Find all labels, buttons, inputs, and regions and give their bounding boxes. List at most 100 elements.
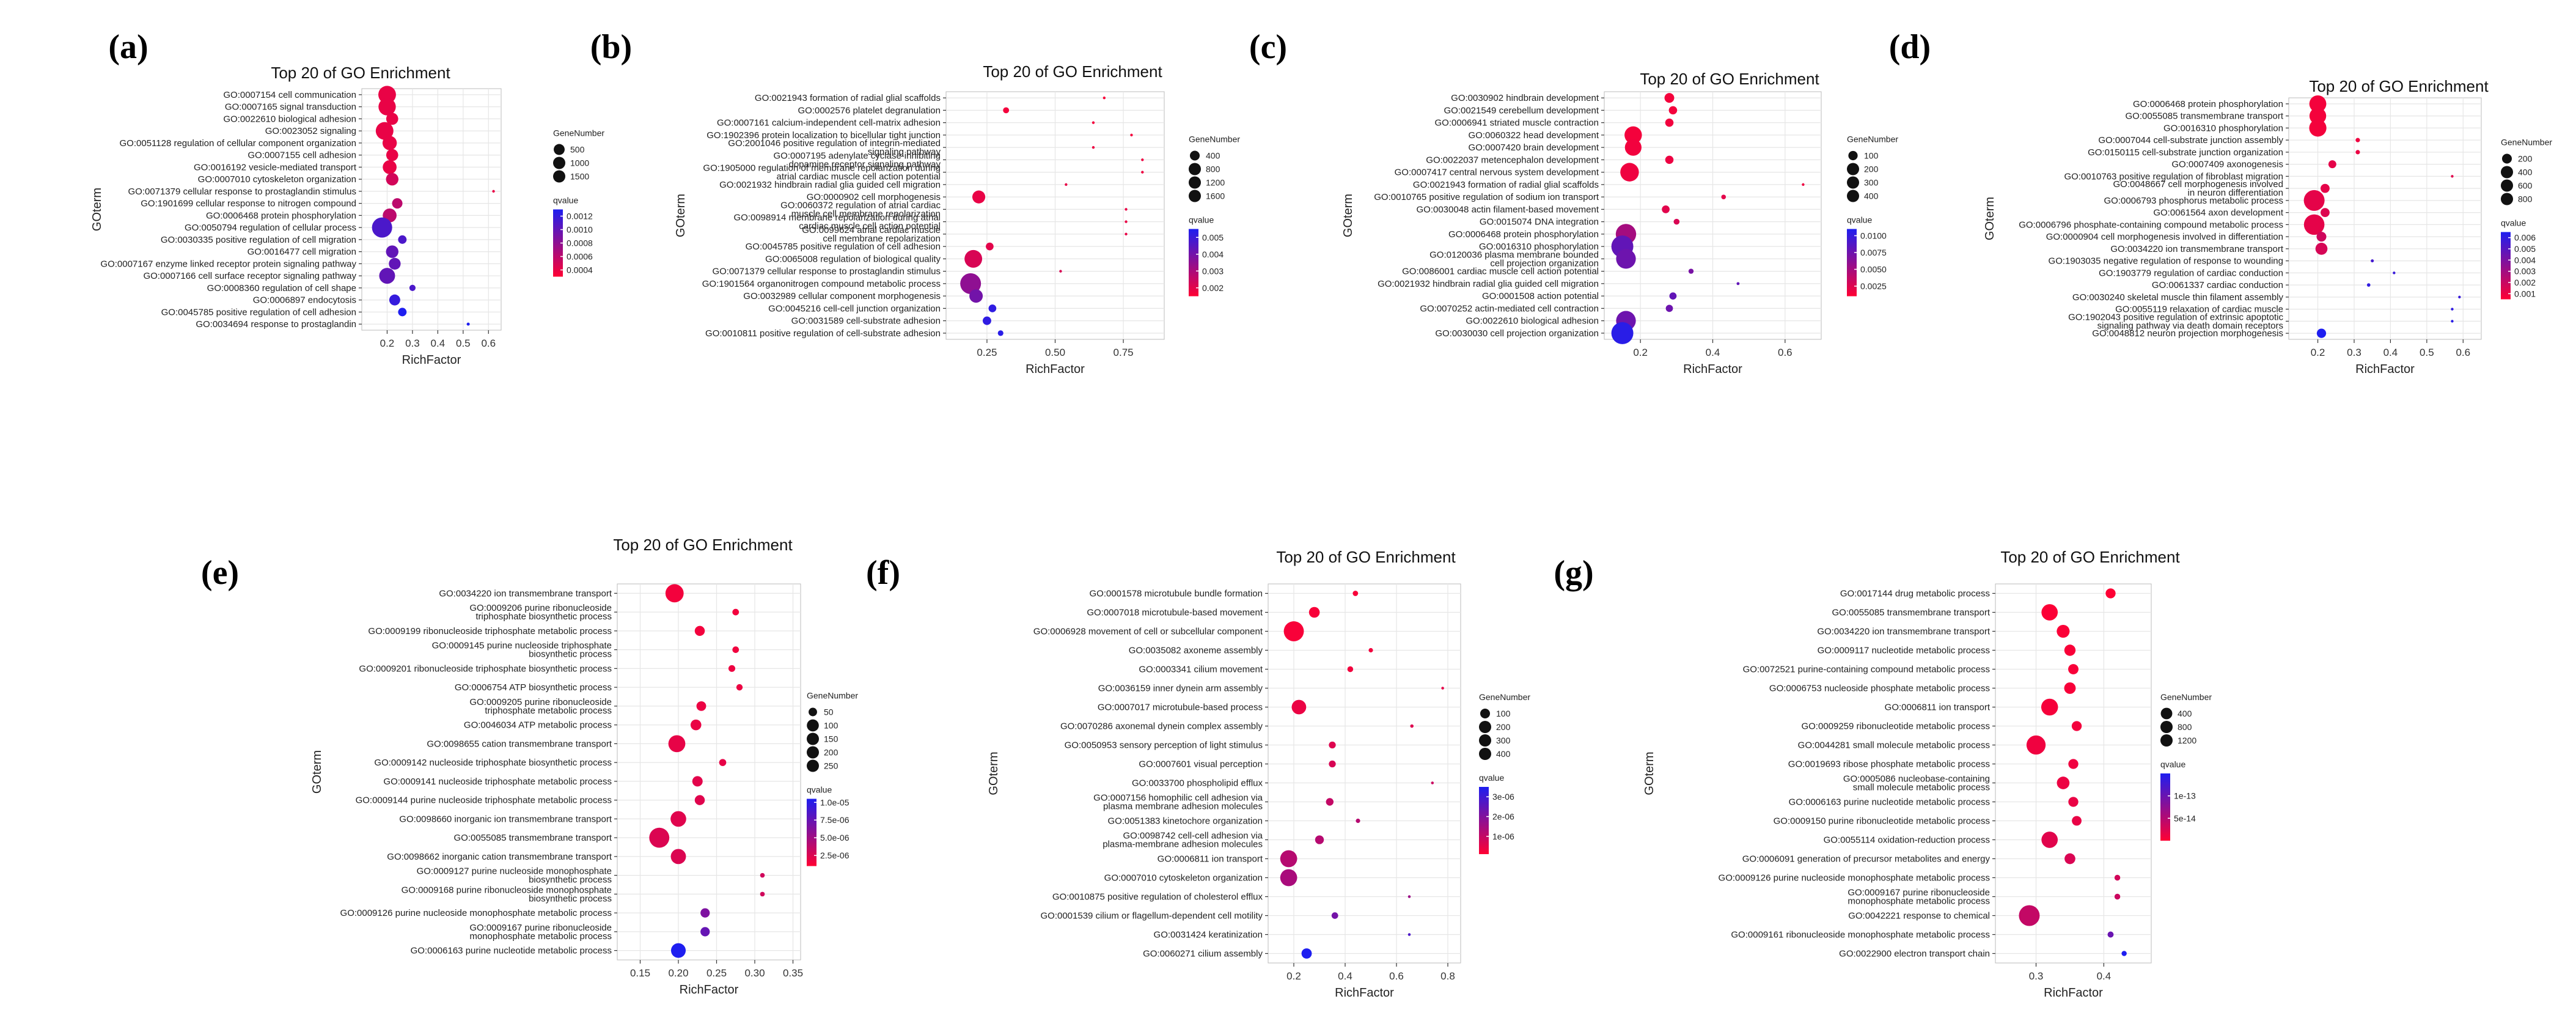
color-legend-bar bbox=[807, 799, 816, 866]
y-term-label: GO:0030048 actin filament-based movement bbox=[1417, 204, 1599, 215]
color-legend-label: 7.5e-06 bbox=[820, 815, 849, 825]
x-tick-label: 0.6 bbox=[2456, 347, 2470, 358]
y-term-label: GO:0006941 striated muscle contraction bbox=[1435, 118, 1599, 128]
x-tick-label: 0.75 bbox=[1114, 347, 1134, 358]
y-term-label: GO:0006793 phosphorus metabolic process bbox=[2104, 196, 2283, 206]
y-term-label: GO:0150115 cell-substrate junction organ… bbox=[2088, 147, 2283, 158]
color-legend-label: 0.006 bbox=[2514, 233, 2536, 243]
data-point bbox=[2451, 175, 2454, 178]
data-point bbox=[2041, 832, 2058, 848]
data-point bbox=[2321, 183, 2330, 193]
data-point bbox=[694, 795, 705, 805]
data-point bbox=[1003, 107, 1010, 114]
y-term-label: GO:0006897 endocytosis bbox=[253, 295, 356, 306]
data-point bbox=[1092, 146, 1095, 149]
data-point bbox=[964, 249, 983, 268]
size-legend-dot bbox=[2160, 734, 2173, 747]
y-term-label: GO:0007409 axonogenesis bbox=[2171, 160, 2283, 170]
y-term-label: GO:0016310 phosphorylation bbox=[1479, 242, 1599, 252]
y-term-label: in neuron differentiation bbox=[2187, 188, 2283, 198]
y-term-label: GO:0045785 positive regulation of cell a… bbox=[746, 242, 941, 252]
y-term-label: GO:0006468 protein phosphorylation bbox=[2133, 99, 2283, 109]
data-point bbox=[1721, 194, 1727, 199]
color-legend-label: 0.004 bbox=[2514, 255, 2536, 265]
y-axis-label: GOterm bbox=[90, 188, 104, 231]
data-point bbox=[492, 190, 495, 193]
y-term-label: GO:0051383 kinetochore organization bbox=[1107, 816, 1263, 827]
data-point bbox=[1407, 933, 1411, 936]
y-term-label: GO:0009127 purine nucleoside monophospha… bbox=[417, 866, 612, 877]
y-term-label: GO:0007017 microtubule-based process bbox=[1098, 703, 1263, 713]
data-point bbox=[386, 245, 398, 258]
y-term-label: GO:1903779 regulation of cardiac conduct… bbox=[2099, 268, 2283, 278]
y-term-label: cell membrane repolarization bbox=[823, 234, 941, 244]
y-term-label: GO:0098742 cell-cell adhesion via bbox=[1123, 831, 1263, 841]
y-term-label: GO:0021943 formation of radial glial sca… bbox=[1413, 180, 1599, 190]
data-point bbox=[2121, 951, 2127, 956]
y-term-label: plasma membrane adhesion molecules bbox=[1103, 802, 1263, 812]
y-term-label: plasma-membrane adhesion molecules bbox=[1103, 839, 1263, 850]
y-term-label: GO:0010763 positive regulation of fibrob… bbox=[2064, 171, 2283, 182]
x-tick-label: 0.6 bbox=[1778, 347, 1793, 358]
data-point bbox=[383, 160, 397, 174]
y-term-label: GO:0010811 positive regulation of cell-s… bbox=[705, 328, 941, 339]
y-term-label: GO:0050794 regulation of cellular proces… bbox=[185, 223, 356, 233]
x-tick-label: 0.4 bbox=[1338, 970, 1352, 982]
data-point bbox=[2309, 119, 2327, 137]
y-term-label: GO:0071379 cellular response to prostagl… bbox=[712, 267, 941, 277]
y-term-label: GO:0060322 head development bbox=[1469, 130, 1599, 141]
size-legend-dot bbox=[553, 157, 565, 169]
color-legend-bar bbox=[2501, 232, 2511, 300]
y-term-label: GO:0016192 vesicle-mediated transport bbox=[194, 162, 357, 172]
size-legend-label: 100 bbox=[824, 721, 838, 731]
data-point bbox=[2026, 735, 2046, 755]
color-legend-title: qvalue bbox=[1479, 773, 1504, 783]
panel-label: (b) bbox=[590, 28, 632, 66]
color-legend-label: 0.005 bbox=[2514, 244, 2536, 254]
color-legend-label: 3e-06 bbox=[1492, 792, 1514, 802]
x-tick-label: 0.4 bbox=[2097, 970, 2112, 982]
y-term-label: GO:0055119 relaxation of cardiac muscle bbox=[2115, 304, 2283, 315]
y-term-label: GO:0009144 purine nucleoside triphosphat… bbox=[356, 795, 612, 806]
data-point bbox=[2105, 588, 2116, 599]
data-point bbox=[375, 122, 394, 140]
size-legend-label: 500 bbox=[570, 145, 585, 155]
y-term-label: GO:0046034 ATP metabolic process bbox=[464, 720, 612, 731]
y-term-label: muscle cell membrane repolarization bbox=[791, 208, 941, 219]
data-point bbox=[1329, 760, 1336, 768]
x-tick-label: 0.2 bbox=[1286, 970, 1301, 982]
data-point bbox=[1141, 158, 1144, 161]
y-term-label: GO:0006753 nucleoside phosphate metaboli… bbox=[1769, 684, 1990, 694]
data-point bbox=[2316, 328, 2327, 338]
x-axis-label: RichFactor bbox=[680, 983, 739, 997]
data-point bbox=[1125, 208, 1128, 211]
x-tick-label: 0.2 bbox=[380, 337, 395, 349]
panel-label: (e) bbox=[201, 554, 239, 592]
x-axis-label: RichFactor bbox=[2044, 986, 2103, 1000]
data-point bbox=[378, 98, 396, 116]
y-term-label: GO:0023052 signaling bbox=[265, 126, 356, 136]
color-legend-label: 5e-14 bbox=[2174, 813, 2196, 823]
color-legend-label: 0.0008 bbox=[567, 238, 593, 248]
color-legend-label: 0.0004 bbox=[567, 265, 593, 275]
y-term-label: GO:0061337 cardiac conduction bbox=[2152, 280, 2283, 290]
x-tick-label: 0.2 bbox=[2311, 347, 2325, 358]
data-point bbox=[649, 827, 670, 848]
y-term-label: GO:0033700 phospholipid efflux bbox=[1132, 778, 1263, 789]
data-point bbox=[2393, 271, 2396, 275]
x-axis-label: RichFactor bbox=[402, 353, 461, 367]
y-term-label: biosynthetic process bbox=[529, 649, 612, 660]
data-point bbox=[1668, 106, 1678, 115]
panel-f: (f) Top 20 of GO Enrichment 0.2 0.4 0.6 0.8 GO… bbox=[866, 548, 1530, 1000]
panel-label: (d) bbox=[1889, 28, 1931, 66]
y-term-label: GO:0006754 ATP biosynthetic process bbox=[455, 682, 612, 693]
color-legend-label: 2e-06 bbox=[1492, 812, 1514, 822]
data-point bbox=[719, 759, 727, 766]
x-tick-label: 0.25 bbox=[977, 347, 997, 358]
y-term-label: GO:0006468 protein phosphorylation bbox=[206, 210, 356, 221]
y-term-label: GO:0034220 ion transmembrane transport bbox=[1817, 627, 1990, 637]
chart-title: Top 20 of GO Enrichment bbox=[613, 536, 793, 554]
y-term-label: GO:0010765 positive regulation of sodium… bbox=[1374, 192, 1599, 202]
data-point bbox=[2057, 776, 2070, 789]
y-term-label: GO:0071379 cellular response to prostagl… bbox=[128, 186, 356, 197]
